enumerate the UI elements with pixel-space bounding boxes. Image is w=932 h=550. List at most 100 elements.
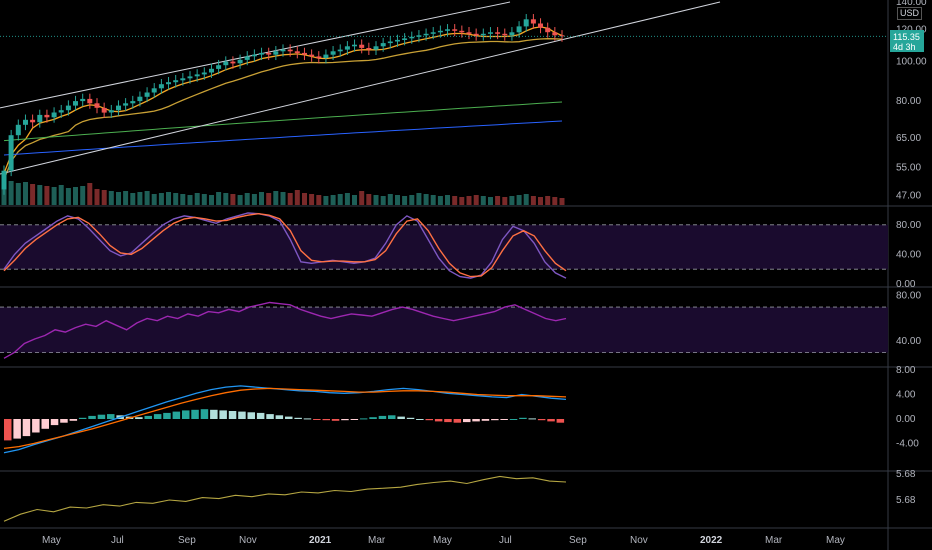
oscillator-tick-label: 5.68: [896, 495, 916, 506]
macd-histogram-bar: [256, 412, 265, 419]
volume-bar: [316, 195, 322, 205]
volume-bar: [523, 194, 529, 205]
macd-histogram-bar: [228, 411, 237, 419]
channel-lower-line: [0, 1, 721, 175]
volume-bar: [402, 196, 408, 205]
macd-histogram-bar: [547, 419, 555, 422]
candle-body: [423, 33, 429, 36]
candle-body: [158, 84, 164, 89]
macd-panel[interactable]: [3, 385, 567, 454]
candle-body: [8, 135, 14, 171]
macd-histogram-bar: [434, 419, 443, 422]
time-tick-label: Sep: [569, 535, 587, 546]
candle-body: [173, 80, 179, 83]
currency-badge[interactable]: USD: [897, 7, 923, 20]
volume-bar: [266, 193, 272, 205]
volume-bar: [480, 196, 486, 205]
candle-body: [509, 32, 515, 36]
time-tick-label: Jul: [111, 535, 124, 546]
volume-bar: [44, 186, 50, 205]
price-panel[interactable]: [0, 1, 888, 205]
time-tick-label: Nov: [239, 535, 257, 546]
candle-body: [359, 44, 365, 48]
indicator-tick-label: 80.00: [896, 220, 921, 231]
volume-bar: [445, 195, 450, 205]
ma-green-line: [3, 101, 563, 142]
candle-body: [237, 59, 243, 64]
candle-body: [538, 23, 543, 28]
candle-body: [130, 101, 136, 104]
time-axis[interactable]: May Jul Sep Nov 2021 Mar May Jul Sep Nov 2022 Mar Ma…: [42, 535, 845, 546]
candle-body: [337, 49, 343, 52]
signal-line: [3, 387, 567, 450]
macd-histogram-bar: [32, 419, 40, 433]
macd-histogram-bar: [491, 419, 499, 421]
macd-histogram-bar: [172, 411, 181, 419]
candle-body: [201, 72, 207, 75]
time-tick-label: May: [42, 535, 61, 546]
volume-bar: [230, 194, 236, 205]
volume-bar: [223, 193, 229, 205]
candle-body: [51, 112, 57, 118]
macd-histogram-bar: [163, 412, 171, 419]
indicator-line: [3, 301, 567, 359]
volume-bar: [37, 185, 43, 205]
last-price-tag: 115.35 4d 3h: [890, 30, 924, 52]
volume-bar: [344, 193, 350, 205]
candle-body: [502, 33, 508, 36]
stochastic-panel[interactable]: [0, 212, 888, 279]
volume-bar: [101, 190, 107, 205]
macd-histogram-bar: [41, 419, 49, 429]
volume-bar: [116, 192, 121, 205]
volume-bar: [552, 197, 558, 205]
candle-body: [545, 27, 551, 33]
bar-countdown: 4d 3h: [893, 42, 916, 52]
indicator-line: [3, 212, 567, 279]
indicator-tick-label: 40.00: [896, 249, 921, 260]
volume-bar: [251, 194, 257, 205]
indicator-tick-label: 40.00: [896, 336, 921, 347]
volume-bar: [151, 194, 157, 205]
candle-body: [251, 54, 257, 57]
oscillator-panel[interactable]: [3, 475, 567, 522]
candle-body: [151, 88, 157, 93]
candle-body: [287, 49, 293, 52]
price-tick-label: 140.00: [896, 0, 927, 8]
macd-histogram-bar: [509, 419, 518, 420]
volume-bar: [287, 193, 293, 205]
volume-bar: [280, 192, 286, 205]
candle-body: [323, 54, 329, 58]
candle-body: [223, 61, 229, 66]
volume-bar: [51, 187, 57, 205]
rsi-panel[interactable]: [0, 301, 888, 359]
candle-body: [1, 170, 7, 190]
volume-bar: [23, 182, 28, 205]
macd-tick-label: 8.00: [896, 365, 916, 376]
price-tick-label: 80.00: [896, 96, 921, 107]
candle-body: [44, 114, 50, 118]
macd-histogram-bar: [313, 419, 321, 420]
candle-body: [416, 35, 422, 37]
candle-body: [445, 29, 450, 31]
volume-bar: [158, 193, 164, 205]
candle-body: [430, 32, 436, 34]
volume-bar: [302, 193, 307, 205]
candle-body: [30, 119, 36, 123]
volume-bar: [452, 196, 458, 205]
macd-histogram-bar: [556, 419, 565, 423]
candle-body: [137, 96, 143, 102]
price-axis[interactable]: 140.00 120.00 100.00 80.00 65.00 55.00 47.00 80…: [896, 0, 927, 506]
time-tick-label: 2022: [700, 535, 723, 546]
volume-bar: [423, 194, 429, 205]
candle-body: [516, 26, 522, 33]
volume-bar: [495, 196, 501, 205]
volume-bar: [80, 186, 86, 205]
macd-histogram-bar: [210, 409, 218, 419]
macd-histogram-bar: [88, 415, 96, 419]
volume-bar: [187, 195, 193, 205]
volume-bar: [409, 195, 415, 205]
macd-histogram-bar: [350, 419, 359, 420]
macd-histogram-bar: [397, 416, 405, 419]
volume-bar: [194, 193, 200, 205]
